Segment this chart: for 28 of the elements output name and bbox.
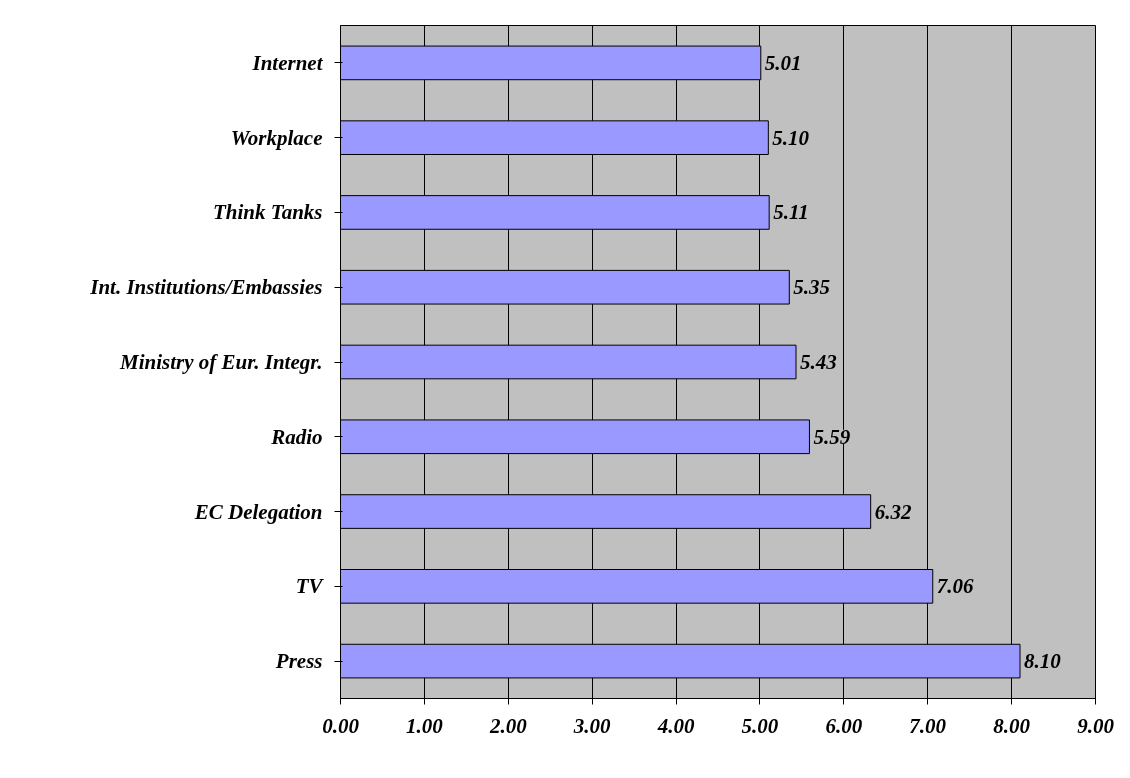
x-tick-label: 4.00 <box>656 713 695 738</box>
data-label: 5.10 <box>772 125 810 150</box>
y-tick-label: Int. Institutions/Embassies <box>89 275 323 300</box>
x-tick-label: 2.00 <box>488 713 528 738</box>
y-tick-label: Ministry of Eur. Integr. <box>119 350 323 374</box>
data-label: 5.59 <box>813 424 851 449</box>
x-tick-label: 8.00 <box>993 713 1031 738</box>
y-tick-label: Radio <box>270 424 323 449</box>
y-tick-label: Workplace <box>230 125 323 150</box>
data-label: 5.01 <box>764 50 802 75</box>
data-label: 7.06 <box>936 574 975 599</box>
x-tick-label: 1.00 <box>406 713 444 738</box>
y-tick-label: TV <box>295 574 325 599</box>
data-label: 8.10 <box>1024 649 1062 674</box>
x-tick-label: 7.00 <box>909 713 947 738</box>
x-tick-label: 5.00 <box>741 713 779 738</box>
x-tick-label: 6.00 <box>825 713 863 738</box>
data-label: 5.35 <box>793 275 831 300</box>
y-tick-label: Internet <box>251 50 324 75</box>
x-tick-label: 0.00 <box>322 713 360 738</box>
data-label: 6.32 <box>874 499 912 524</box>
x-tick-label: 9.00 <box>1077 713 1115 738</box>
data-label: 5.43 <box>800 350 837 374</box>
data-label: 5.11 <box>773 200 809 225</box>
y-tick-label: EC Delegation <box>193 499 323 524</box>
y-tick-label: Press <box>274 649 323 674</box>
x-tick-label: 3.00 <box>572 713 612 738</box>
y-tick-label: Think Tanks <box>212 200 323 225</box>
